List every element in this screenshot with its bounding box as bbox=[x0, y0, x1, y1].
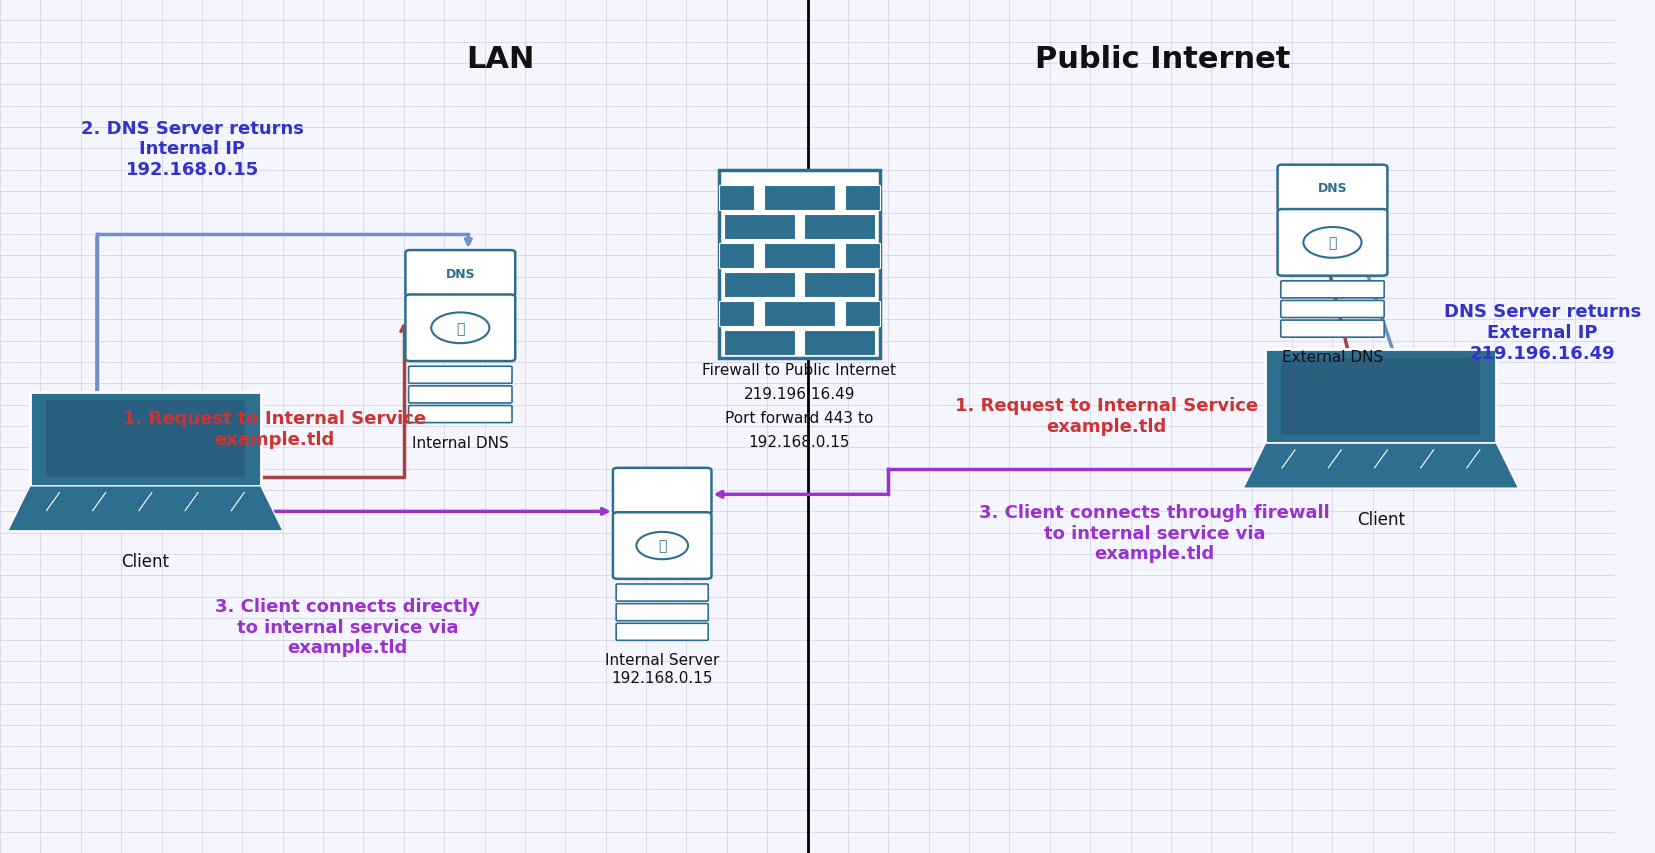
Bar bbox=[718, 186, 753, 211]
FancyBboxPatch shape bbox=[1276, 210, 1387, 276]
Circle shape bbox=[430, 313, 490, 344]
FancyBboxPatch shape bbox=[409, 406, 511, 423]
FancyBboxPatch shape bbox=[409, 386, 511, 403]
Text: 192.168.0.15: 192.168.0.15 bbox=[748, 434, 849, 450]
Polygon shape bbox=[30, 392, 261, 486]
FancyBboxPatch shape bbox=[405, 251, 515, 297]
Text: Port forward 443 to: Port forward 443 to bbox=[725, 410, 874, 426]
Text: DNS: DNS bbox=[445, 267, 475, 281]
Text: ⏻: ⏻ bbox=[455, 322, 463, 335]
Bar bbox=[718, 302, 753, 327]
Text: LAN: LAN bbox=[467, 45, 535, 74]
Text: ⏻: ⏻ bbox=[657, 539, 665, 553]
Bar bbox=[763, 244, 834, 269]
Bar bbox=[804, 215, 875, 240]
Bar bbox=[723, 331, 794, 356]
Text: External DNS: External DNS bbox=[1281, 350, 1382, 365]
Text: DNS: DNS bbox=[1317, 182, 1347, 195]
Bar bbox=[804, 273, 875, 298]
Text: 3. Client connects through firewall
to internal service via
example.tld: 3. Client connects through firewall to i… bbox=[978, 503, 1329, 563]
Bar bbox=[723, 273, 794, 298]
Text: Firewall to Public Internet: Firewall to Public Internet bbox=[702, 363, 895, 378]
Circle shape bbox=[1302, 228, 1360, 258]
Circle shape bbox=[636, 532, 687, 560]
FancyBboxPatch shape bbox=[1279, 281, 1384, 299]
Bar bbox=[804, 331, 875, 356]
Text: 219.196.16.49: 219.196.16.49 bbox=[743, 386, 854, 402]
FancyBboxPatch shape bbox=[405, 295, 515, 362]
Polygon shape bbox=[46, 401, 245, 478]
Bar bbox=[718, 171, 880, 358]
Polygon shape bbox=[1243, 444, 1518, 489]
Polygon shape bbox=[1281, 358, 1480, 435]
FancyBboxPatch shape bbox=[616, 604, 708, 621]
Text: 2. DNS Server returns
Internal IP
192.168.0.15: 2. DNS Server returns Internal IP 192.16… bbox=[81, 119, 303, 179]
Text: Internal DNS: Internal DNS bbox=[412, 435, 508, 450]
FancyBboxPatch shape bbox=[1279, 321, 1384, 338]
Text: 1. Request to Internal Service
example.tld: 1. Request to Internal Service example.t… bbox=[955, 397, 1258, 435]
Text: ⏻: ⏻ bbox=[1327, 236, 1336, 250]
FancyBboxPatch shape bbox=[612, 468, 712, 514]
FancyBboxPatch shape bbox=[616, 624, 708, 641]
Text: 1. Request to Internal Service
example.tld: 1. Request to Internal Service example.t… bbox=[122, 409, 425, 448]
Text: DNS Server returns
External IP
219.196.16.49: DNS Server returns External IP 219.196.1… bbox=[1443, 303, 1640, 363]
Bar bbox=[763, 186, 834, 211]
Bar bbox=[844, 244, 880, 269]
Text: 3. Client connects directly
to internal service via
example.tld: 3. Client connects directly to internal … bbox=[215, 597, 480, 657]
Bar bbox=[844, 302, 880, 327]
Text: Client: Client bbox=[121, 553, 169, 571]
FancyBboxPatch shape bbox=[409, 367, 511, 384]
Polygon shape bbox=[1264, 350, 1496, 444]
Text: Client: Client bbox=[1355, 510, 1403, 528]
FancyBboxPatch shape bbox=[616, 584, 708, 601]
Bar bbox=[718, 244, 753, 269]
Text: Internal Server
192.168.0.15: Internal Server 192.168.0.15 bbox=[604, 653, 718, 685]
Polygon shape bbox=[8, 486, 283, 531]
FancyBboxPatch shape bbox=[1279, 301, 1384, 318]
FancyBboxPatch shape bbox=[612, 513, 712, 579]
Bar bbox=[844, 186, 880, 211]
FancyBboxPatch shape bbox=[1276, 165, 1387, 212]
Bar bbox=[763, 302, 834, 327]
Text: Public Internet: Public Internet bbox=[1034, 45, 1289, 74]
Bar bbox=[723, 215, 794, 240]
